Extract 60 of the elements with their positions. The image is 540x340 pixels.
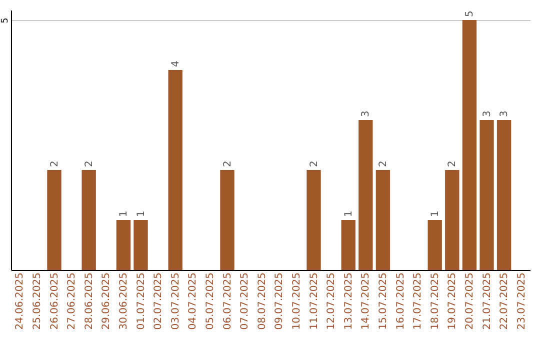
- data-label: 2: [49, 160, 60, 167]
- x-tick-label: 13.07.2025: [343, 272, 354, 330]
- bar: [168, 70, 182, 270]
- bar: [496, 120, 512, 270]
- x-tick-label: 19.07.2025: [447, 272, 458, 330]
- x-tick-label: 20.07.2025: [464, 272, 476, 330]
- bar: [306, 170, 321, 270]
- x-tick-label: 25.06.2025: [32, 272, 43, 330]
- x-tick-label: 11.07.2025: [308, 272, 320, 330]
- x-tick-label: 21.07.2025: [482, 272, 493, 330]
- x-tick-label: 26.06.2025: [49, 272, 60, 330]
- data-label: 5: [464, 10, 476, 17]
- x-tick-label: 01.07.2025: [136, 272, 147, 330]
- bar: [341, 220, 356, 270]
- data-label: 1: [343, 210, 354, 217]
- x-tick-label: 02.07.2025: [153, 272, 164, 330]
- x-tick-label: 17.07.2025: [412, 272, 424, 330]
- x-tick-label: 28.06.2025: [84, 272, 95, 330]
- bar: [376, 170, 390, 270]
- x-tick-label: 06.07.2025: [222, 272, 234, 330]
- x-tick-label: 09.07.2025: [274, 272, 286, 330]
- x-tick-label: 24.06.2025: [14, 272, 26, 330]
- x-tick-label: 22.07.2025: [499, 272, 510, 330]
- data-label: 1: [136, 210, 147, 217]
- bar: [445, 170, 460, 270]
- x-tick-label: 29.06.2025: [101, 272, 112, 330]
- x-tick-label: 15.07.2025: [378, 272, 389, 330]
- bar: [47, 170, 62, 270]
- data-label: 1: [430, 210, 441, 217]
- bar: [428, 220, 442, 270]
- data-label: 2: [308, 160, 320, 167]
- x-tick-label: 03.07.2025: [170, 272, 182, 330]
- bar: [462, 20, 477, 270]
- bar: [358, 120, 373, 270]
- x-tick-label: 07.07.2025: [240, 272, 251, 330]
- x-tick-label: 23.07.2025: [516, 272, 528, 330]
- x-tick-label: 08.07.2025: [256, 272, 268, 330]
- data-label: 2: [378, 160, 389, 167]
- bar: [134, 220, 148, 270]
- bar: [82, 170, 96, 270]
- x-tick-label: 27.06.2025: [66, 272, 78, 330]
- data-label: 1: [118, 210, 130, 217]
- data-label: 3: [482, 110, 493, 117]
- x-tick-label: 16.07.2025: [395, 272, 406, 330]
- data-label: 2: [222, 160, 234, 167]
- x-tick-label: 04.07.2025: [188, 272, 199, 330]
- data-label: 3: [499, 110, 510, 117]
- x-tick-label: 10.07.2025: [291, 272, 302, 330]
- data-label: 2: [84, 160, 95, 167]
- data-label: 3: [360, 110, 372, 117]
- x-tick-label: 14.07.2025: [360, 272, 372, 330]
- data-label: 4: [170, 60, 182, 67]
- bar: [220, 170, 234, 270]
- bar: [116, 220, 131, 270]
- x-tick-label: 12.07.2025: [326, 272, 338, 330]
- bar: [480, 120, 494, 270]
- x-tick-label: 18.07.2025: [430, 272, 441, 330]
- x-tick-label: 05.07.2025: [204, 272, 216, 330]
- data-label: 2: [447, 160, 458, 167]
- x-tick-label: 30.06.2025: [118, 272, 130, 330]
